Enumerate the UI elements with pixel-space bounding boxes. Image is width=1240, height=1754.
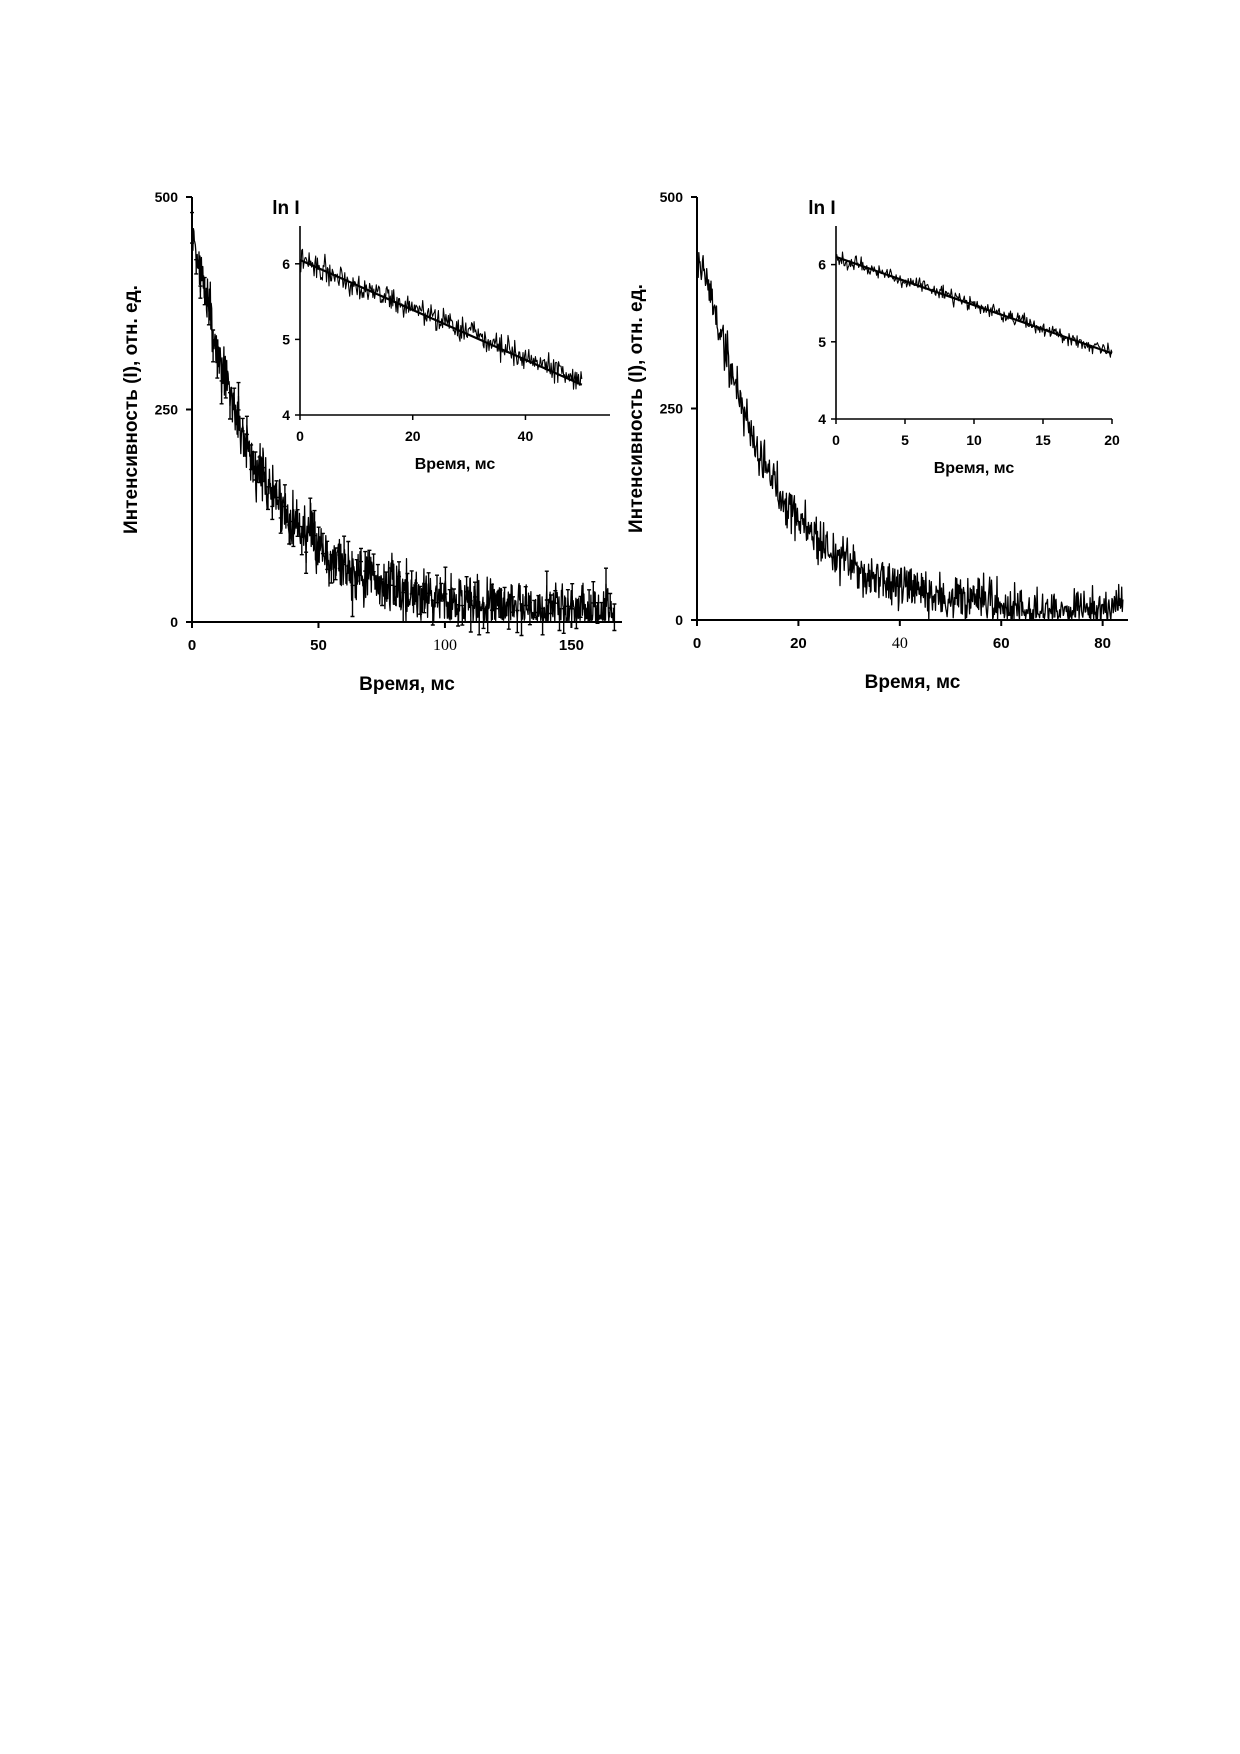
- inset-x-tick-label: 40: [518, 428, 534, 444]
- inset-background: [837, 226, 1113, 419]
- inset-y-tick-label: 5: [282, 331, 290, 347]
- x-tick-label: 40: [892, 635, 908, 652]
- error-bars: [190, 211, 617, 637]
- inset-x-tick-label: 15: [1035, 432, 1051, 448]
- inset-x-tick-label: 10: [966, 432, 982, 448]
- y-tick-label: 250: [155, 402, 179, 418]
- inset-y-tick-label: 5: [818, 334, 826, 350]
- inset-x-tick-label: 0: [832, 432, 840, 448]
- y-tick-label: 500: [660, 189, 684, 205]
- inset-y-tick-label: 6: [282, 256, 290, 272]
- inset-fit-line: [835, 255, 1113, 355]
- y-axis-title: Интенсивность (I), отн. ед.: [626, 284, 647, 533]
- y-axis-title: Интенсивность (I), отн. ед.: [121, 285, 142, 534]
- inset-x-tick-label: 20: [405, 428, 421, 444]
- inset-title: ln I: [272, 198, 299, 219]
- x-tick-label: 150: [559, 637, 584, 654]
- x-tick-label: 80: [1094, 635, 1111, 652]
- x-tick-label: 50: [310, 637, 327, 654]
- inset-x-axis-title: Время, мс: [415, 456, 496, 473]
- x-tick-label: 0: [188, 637, 196, 654]
- inset-y-tick-label: 6: [818, 257, 826, 273]
- inset-title: ln I: [808, 198, 835, 219]
- inset-chart: 4 5 6 0 20 40 ln I Время, мс: [272, 198, 611, 473]
- x-tick-label: 0: [693, 635, 701, 652]
- inset-x-tick-label: 20: [1104, 432, 1120, 448]
- x-tick-label: 60: [993, 635, 1010, 652]
- inset-y-tick-label: 4: [818, 411, 826, 427]
- x-tick-label: 20: [790, 635, 807, 652]
- decay-trace: [696, 251, 1124, 621]
- inset-x-tick-label: 5: [901, 432, 909, 448]
- inset-chart: 4 5 6 0 5 10 15 20 ln I Время, мс: [808, 198, 1120, 477]
- y-tick-label: 250: [660, 401, 684, 417]
- y-tick-label: 0: [675, 612, 683, 628]
- inset-x-tick-label: 0: [296, 428, 304, 444]
- inset-background: [301, 226, 611, 415]
- inset-y-tick-label: 4: [282, 407, 290, 423]
- x-axis-title: Время, мс: [359, 674, 455, 695]
- y-tick-label: 0: [170, 614, 178, 630]
- x-tick-label: 100: [433, 637, 457, 654]
- y-tick-label: 500: [155, 189, 179, 205]
- x-axis-title: Время, мс: [865, 672, 961, 693]
- inset-fit-line: [299, 259, 583, 386]
- inset-x-axis-title: Время, мс: [934, 460, 1015, 477]
